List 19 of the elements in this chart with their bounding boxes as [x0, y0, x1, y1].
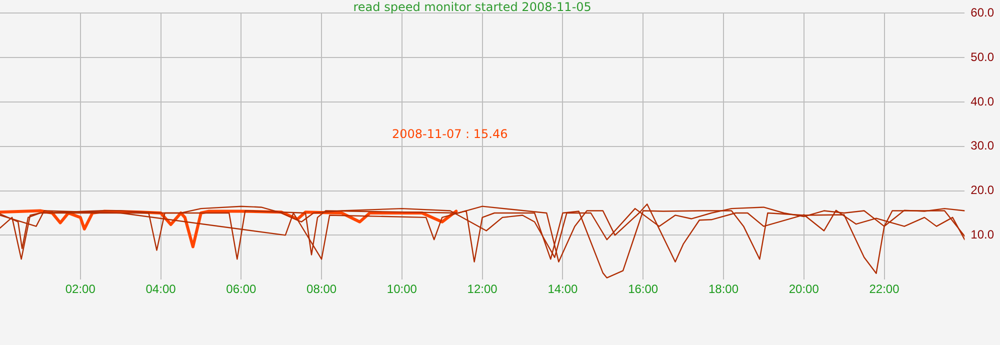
- x-tick-label: 18:00: [708, 282, 739, 296]
- chart-title: read speed monitor started 2008-11-05: [353, 0, 592, 14]
- x-tick-label: 04:00: [146, 282, 176, 296]
- x-tick-label: 10:00: [386, 282, 418, 296]
- x-tick-label: 02:00: [65, 282, 96, 296]
- x-tick-label: 08:00: [306, 282, 337, 296]
- x-tick-label: 20:00: [788, 282, 820, 296]
- x-tick-label: 16:00: [628, 282, 658, 296]
- y-tick-label: 60.0: [970, 6, 994, 20]
- y-tick-label: 30.0: [970, 138, 994, 153]
- y-tick-label: 40.0: [970, 94, 994, 108]
- y-tick-label: 50.0: [970, 50, 994, 64]
- y-tick-label: 20.0: [970, 183, 994, 198]
- y-tick-label: 10.0: [970, 228, 994, 242]
- x-tick-label: 12:00: [467, 282, 498, 296]
- x-tick-label: 06:00: [226, 282, 256, 296]
- x-tick-label: 22:00: [869, 282, 900, 296]
- annotation: 2008-11-07 : 15.46: [392, 127, 508, 142]
- x-tick-label: 14:00: [548, 282, 578, 296]
